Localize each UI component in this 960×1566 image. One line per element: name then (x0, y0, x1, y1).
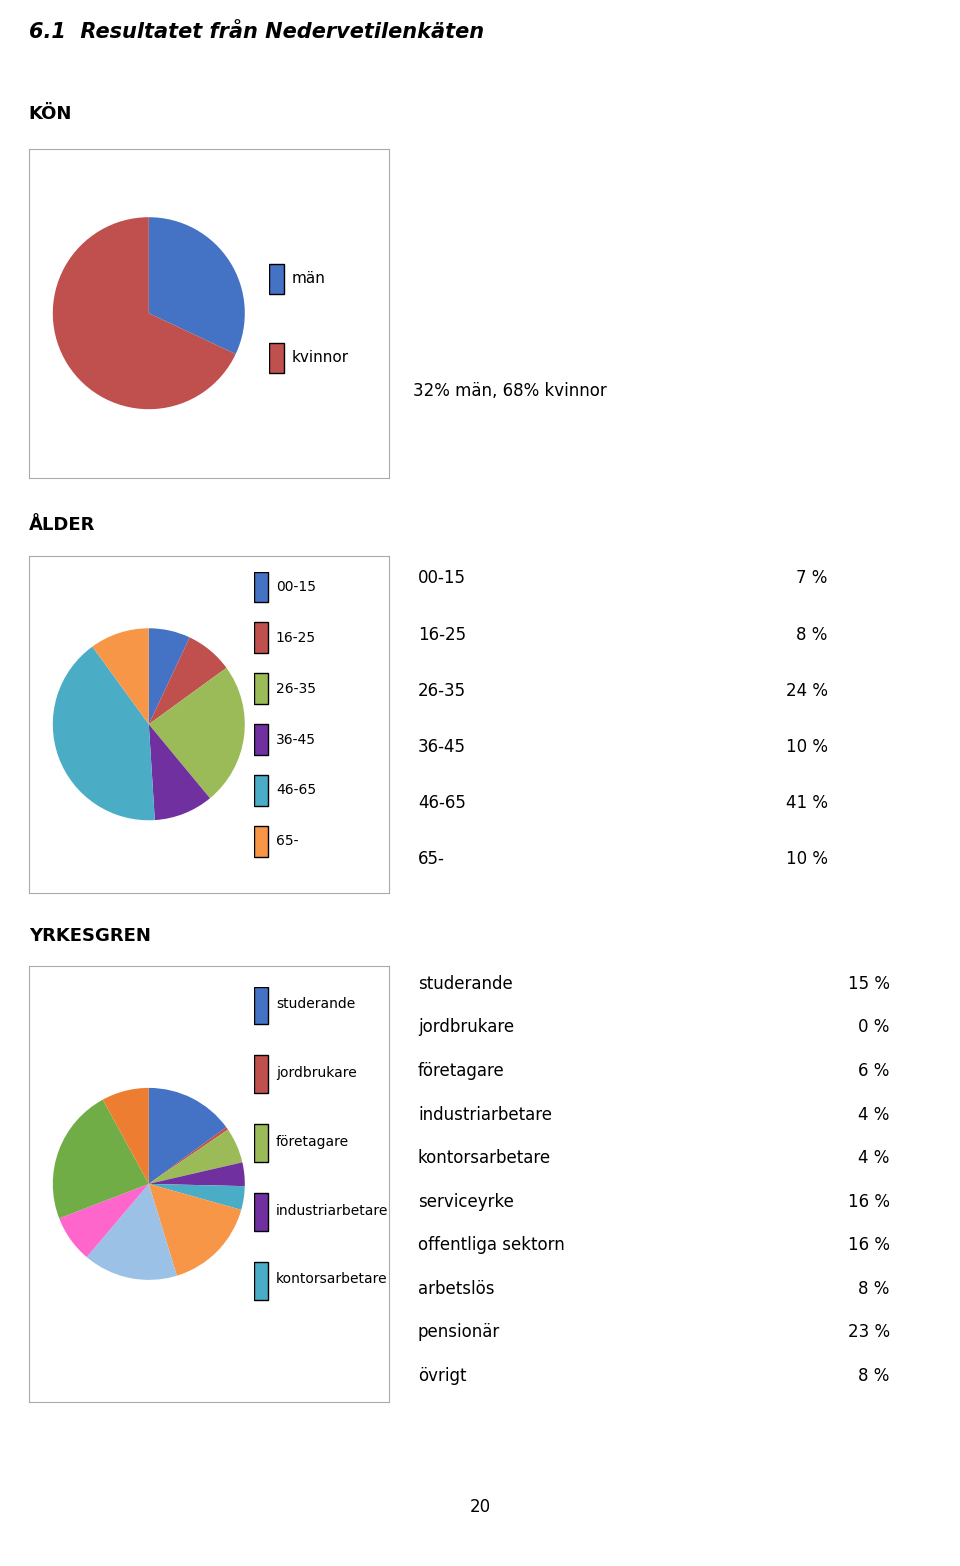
Wedge shape (149, 1162, 245, 1185)
Text: 65-: 65- (418, 850, 444, 868)
Text: 0 %: 0 % (858, 1018, 890, 1037)
FancyBboxPatch shape (254, 1055, 268, 1093)
Text: 46-65: 46-65 (418, 794, 466, 811)
Text: 26-35: 26-35 (276, 681, 316, 695)
Text: industriarbetare: industriarbetare (276, 1204, 388, 1217)
FancyBboxPatch shape (254, 723, 268, 755)
Text: 16-25: 16-25 (418, 625, 467, 644)
FancyBboxPatch shape (254, 622, 268, 653)
Text: 10 %: 10 % (785, 738, 828, 756)
Wedge shape (149, 723, 210, 821)
Text: 65-: 65- (276, 835, 299, 849)
FancyBboxPatch shape (269, 343, 284, 373)
Text: företagare: företagare (418, 1062, 505, 1081)
Wedge shape (53, 647, 155, 821)
FancyBboxPatch shape (254, 572, 268, 601)
Wedge shape (149, 667, 245, 799)
FancyBboxPatch shape (254, 775, 268, 805)
FancyBboxPatch shape (254, 673, 268, 705)
Wedge shape (149, 637, 227, 723)
Text: ÅLDER: ÅLDER (29, 515, 95, 534)
Wedge shape (60, 1184, 149, 1257)
Text: 36-45: 36-45 (418, 738, 466, 756)
Text: 32% män, 68% kvinnor: 32% män, 68% kvinnor (413, 382, 607, 401)
FancyBboxPatch shape (254, 827, 268, 857)
Text: 23 %: 23 % (848, 1323, 890, 1340)
Wedge shape (149, 218, 245, 354)
Wedge shape (149, 1128, 228, 1184)
Text: 41 %: 41 % (785, 794, 828, 811)
Text: 20: 20 (469, 1499, 491, 1516)
Text: kvinnor: kvinnor (291, 351, 348, 365)
Text: 6 %: 6 % (858, 1062, 890, 1081)
Text: kontorsarbetare: kontorsarbetare (276, 1273, 388, 1286)
Text: 16 %: 16 % (848, 1193, 890, 1211)
Text: övrigt: övrigt (418, 1367, 467, 1384)
Text: 8 %: 8 % (796, 625, 828, 644)
Text: industriarbetare: industriarbetare (418, 1106, 552, 1123)
Text: företagare: företagare (276, 1135, 349, 1148)
Text: KÖN: KÖN (29, 105, 72, 124)
Text: pensionär: pensionär (418, 1323, 500, 1340)
Wedge shape (53, 1099, 149, 1218)
Text: studerande: studerande (276, 998, 355, 1010)
Text: 8 %: 8 % (858, 1367, 890, 1384)
Text: män: män (291, 271, 325, 287)
FancyBboxPatch shape (254, 1193, 268, 1231)
Wedge shape (103, 1088, 149, 1184)
Text: 16-25: 16-25 (276, 631, 316, 645)
Text: jordbrukare: jordbrukare (276, 1066, 357, 1079)
Text: 16 %: 16 % (848, 1236, 890, 1254)
Wedge shape (149, 1129, 242, 1184)
Text: 46-65: 46-65 (276, 783, 316, 797)
Text: 4 %: 4 % (858, 1149, 890, 1167)
Text: 24 %: 24 % (785, 681, 828, 700)
Text: studerande: studerande (418, 976, 513, 993)
Text: 6.1  Resultatet från Nedervetilenkäten: 6.1 Resultatet från Nedervetilenkäten (29, 22, 484, 42)
Wedge shape (92, 628, 149, 723)
Text: 36-45: 36-45 (276, 733, 316, 747)
Wedge shape (149, 628, 190, 723)
Text: 00-15: 00-15 (418, 570, 466, 587)
FancyBboxPatch shape (254, 1262, 268, 1300)
Wedge shape (149, 1184, 241, 1276)
Text: 8 %: 8 % (858, 1279, 890, 1298)
Wedge shape (86, 1184, 177, 1279)
Text: 10 %: 10 % (785, 850, 828, 868)
Wedge shape (149, 1088, 227, 1184)
Text: 15 %: 15 % (848, 976, 890, 993)
Text: YRKESGREN: YRKESGREN (29, 927, 151, 946)
Text: jordbrukare: jordbrukare (418, 1018, 515, 1037)
FancyBboxPatch shape (269, 263, 284, 294)
FancyBboxPatch shape (254, 1124, 268, 1162)
Text: arbetslös: arbetslös (418, 1279, 494, 1298)
Text: 7 %: 7 % (796, 570, 828, 587)
Wedge shape (149, 1184, 245, 1211)
Wedge shape (53, 218, 235, 409)
FancyBboxPatch shape (254, 987, 268, 1024)
Text: 00-15: 00-15 (276, 579, 316, 594)
Text: serviceyrke: serviceyrke (418, 1193, 514, 1211)
Text: 26-35: 26-35 (418, 681, 467, 700)
Text: offentliga sektorn: offentliga sektorn (418, 1236, 564, 1254)
Text: kontorsarbetare: kontorsarbetare (418, 1149, 551, 1167)
Text: 4 %: 4 % (858, 1106, 890, 1123)
